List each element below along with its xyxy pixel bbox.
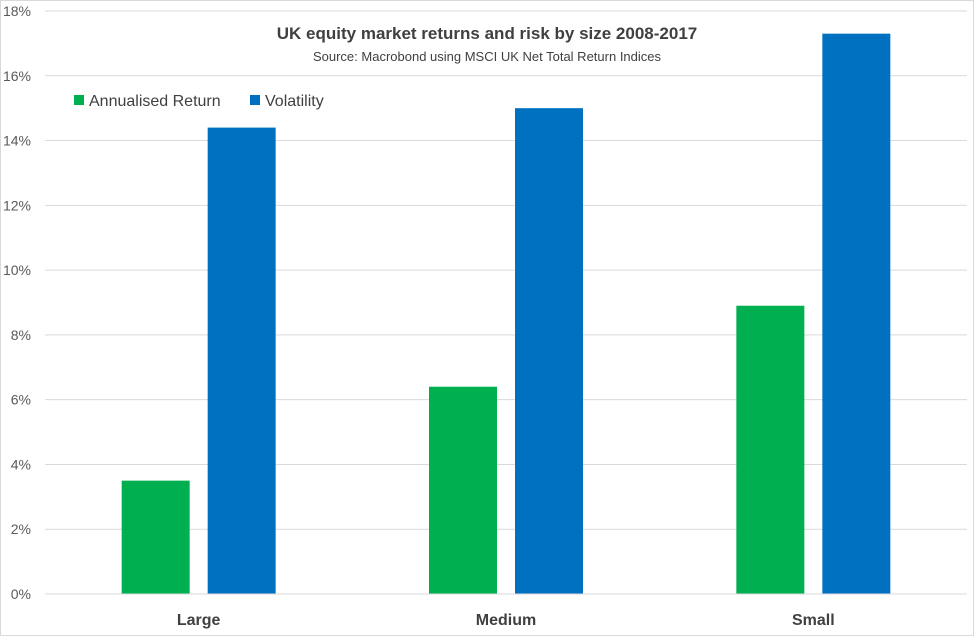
y-tick-label: 14% [3, 133, 31, 149]
bar-volatility-large [207, 127, 276, 594]
x-category-label: Large [177, 612, 221, 629]
y-tick-label: 16% [3, 68, 31, 84]
y-axis-tick-labels: 0% 2% 4% 6% 8% 10% 12% 14% 16% 18% [3, 3, 31, 602]
y-tick-label: 0% [11, 586, 31, 602]
chart-subtitle: Source: Macrobond using MSCI UK Net Tota… [313, 49, 662, 64]
x-category-label: Small [792, 612, 835, 629]
legend-swatch [74, 95, 84, 105]
bar-annualised-return-medium [429, 386, 497, 594]
x-axis-category-labels: Large Medium Small [177, 612, 835, 629]
x-category-label: Medium [476, 612, 536, 629]
y-tick-label: 8% [11, 327, 31, 343]
bar-volatility-medium [515, 108, 583, 595]
chart-title: UK equity market returns and risk by siz… [277, 24, 697, 43]
legend-label: Annualised Return [89, 93, 221, 110]
bar-annualised-return-small [736, 305, 805, 594]
gridlines [45, 10, 967, 530]
bars [121, 33, 891, 595]
bar-volatility-small [822, 33, 891, 594]
legend-swatch [250, 95, 260, 105]
legend-label: Volatility [265, 93, 324, 110]
legend: Annualised Return Volatility [74, 93, 324, 110]
y-tick-label: 6% [11, 392, 31, 408]
y-tick-label: 18% [3, 3, 31, 19]
y-tick-label: 10% [3, 262, 31, 278]
y-tick-label: 2% [11, 521, 31, 537]
y-tick-label: 4% [11, 456, 31, 472]
y-tick-label: 12% [3, 197, 31, 213]
bar-annualised-return-large [121, 480, 190, 594]
